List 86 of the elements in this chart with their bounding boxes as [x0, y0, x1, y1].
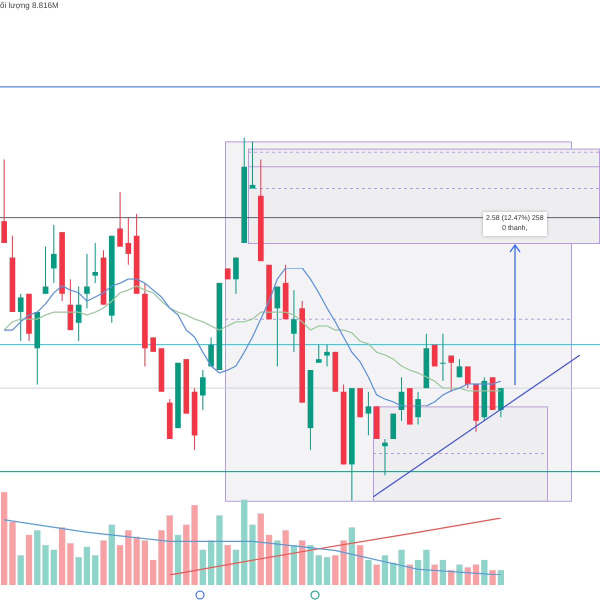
bar — [440, 560, 446, 585]
bar — [42, 545, 49, 585]
bar — [18, 555, 24, 585]
candlestick — [432, 344, 438, 367]
candlestick — [50, 224, 57, 284]
candlestick — [18, 293, 24, 342]
bar — [249, 524, 256, 585]
bar — [125, 530, 132, 585]
bar — [241, 500, 248, 585]
bar — [232, 550, 240, 585]
candlestick — [200, 370, 206, 410]
bar — [406, 564, 413, 585]
bar — [348, 527, 355, 585]
candlestick — [150, 336, 156, 352]
bar — [142, 540, 148, 585]
bar — [0, 492, 8, 585]
bar — [191, 505, 198, 585]
bar — [431, 564, 438, 585]
bar — [324, 557, 330, 585]
bar — [266, 534, 272, 585]
candlestick — [250, 140, 256, 190]
bar — [84, 546, 90, 585]
candlestick — [1, 158, 7, 244]
bar — [50, 550, 57, 585]
bar — [200, 550, 206, 585]
chart-title: ối lượng 8.816M — [0, 1, 59, 10]
bar — [183, 524, 190, 585]
bar — [464, 567, 471, 585]
bar — [481, 560, 488, 585]
bar — [498, 570, 504, 585]
candlestick — [233, 256, 239, 294]
bar — [456, 564, 463, 585]
candlestick — [464, 366, 471, 389]
bar — [92, 555, 98, 585]
candlestick — [208, 336, 214, 367]
bar — [76, 557, 82, 585]
bar — [150, 560, 156, 585]
bar — [472, 564, 480, 585]
bar — [166, 515, 173, 585]
bar — [448, 570, 454, 585]
candlestick — [92, 242, 98, 284]
bar — [382, 555, 388, 585]
bar — [116, 545, 124, 585]
candlestick — [42, 246, 48, 294]
bar — [9, 522, 16, 585]
bar — [133, 536, 140, 585]
candlestick — [117, 192, 123, 248]
bar — [307, 545, 314, 585]
bar — [290, 545, 298, 585]
bar — [423, 550, 430, 585]
bar — [58, 527, 66, 585]
bar — [67, 543, 74, 585]
bar — [224, 545, 231, 585]
bar — [34, 530, 40, 585]
bar — [390, 562, 396, 585]
bar — [282, 530, 289, 585]
bar — [274, 540, 280, 585]
bar — [100, 540, 107, 585]
bar — [299, 540, 306, 585]
bar — [340, 540, 347, 585]
bar — [26, 534, 32, 585]
bar — [374, 564, 380, 585]
bar — [398, 550, 405, 585]
candlestick — [274, 286, 280, 367]
bar — [174, 534, 182, 585]
candlestick — [498, 388, 504, 418]
candlestick — [440, 333, 446, 382]
candlestick — [76, 286, 82, 342]
bar — [258, 514, 264, 585]
bar — [365, 560, 372, 585]
bar — [356, 545, 364, 585]
candlestick — [415, 391, 421, 425]
candlestick — [456, 358, 462, 378]
bar — [316, 555, 322, 585]
bar — [158, 530, 165, 585]
candlestick — [291, 290, 297, 352]
candlestick — [398, 376, 404, 422]
candlestick — [324, 344, 330, 367]
bar — [108, 524, 115, 585]
candlestick — [366, 391, 372, 436]
candlestick — [126, 217, 132, 266]
bar — [332, 555, 338, 585]
bar — [414, 560, 422, 585]
candlestick — [316, 344, 322, 364]
candlestick — [448, 355, 454, 392]
candlestick — [84, 253, 90, 309]
